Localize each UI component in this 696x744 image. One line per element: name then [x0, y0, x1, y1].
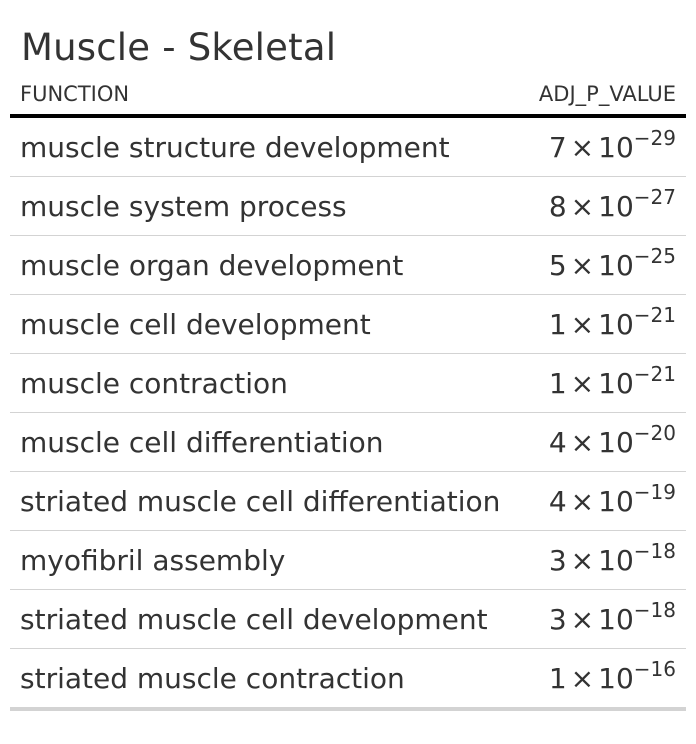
column-header-adj-p-value: ADJ_P_VALUE: [348, 74, 686, 118]
adj-p-value-cell: 1 × 10−16: [348, 648, 686, 708]
p-value-exponent: −20: [633, 420, 676, 445]
adj-p-value-cell: 7 × 10−29: [348, 116, 686, 177]
function-cell: muscle contraction: [10, 353, 348, 413]
p-value-exponent: −21: [633, 302, 676, 327]
p-value-mantissa: 1: [548, 661, 567, 695]
p-value-exponent: −19: [633, 479, 676, 504]
function-cell: muscle cell differentiation: [10, 412, 383, 472]
times-sign: ×: [570, 484, 595, 518]
function-cell: striated muscle cell differentiation: [10, 471, 500, 531]
times-sign: ×: [570, 189, 595, 223]
p-value-base: 10: [598, 248, 634, 282]
p-value-mantissa: 3: [548, 602, 567, 636]
table-row: striated muscle cell differentiation 4 × 10…: [10, 471, 686, 531]
p-value-mantissa: 4: [548, 425, 567, 459]
adj-p-value-cell: 8 × 10−27: [348, 176, 686, 236]
table-body: muscle structure development 7 × 10−29 muscl…: [10, 116, 686, 708]
p-value-exponent: −18: [633, 597, 676, 622]
p-value-base: 10: [598, 661, 634, 695]
column-header-function: FUNCTION: [10, 74, 348, 118]
p-value-exponent: −21: [633, 361, 676, 386]
p-value-base: 10: [598, 543, 634, 577]
table-row: muscle contraction 1 × 10−21: [10, 353, 686, 413]
p-value-base: 10: [598, 425, 634, 459]
function-cell: striated muscle contraction: [10, 648, 405, 708]
function-cell: muscle structure development: [10, 116, 450, 177]
adj-p-value-cell: 4 × 10−19: [348, 471, 686, 531]
p-value-mantissa: 7: [548, 130, 567, 164]
p-value-mantissa: 8: [548, 189, 567, 223]
function-cell: myofibril assembly: [10, 530, 348, 590]
p-value-exponent: −27: [633, 184, 676, 209]
adj-p-value-cell: 3 × 10−18: [348, 530, 686, 590]
p-value-mantissa: 5: [548, 248, 567, 282]
p-value-base: 10: [598, 602, 634, 636]
times-sign: ×: [570, 543, 595, 577]
results-table-container: Muscle - Skeletal FUNCTION ADJ_P_VALUE m…: [10, 0, 686, 711]
p-value-mantissa: 3: [548, 543, 567, 577]
table-title: Muscle - Skeletal: [21, 26, 337, 69]
table-row: muscle cell development 1 × 10−21: [10, 294, 686, 354]
times-sign: ×: [570, 661, 595, 695]
p-value-base: 10: [598, 366, 634, 400]
table-row: muscle structure development 7 × 10−29: [10, 116, 686, 177]
adj-p-value-cell: 5 × 10−25: [348, 235, 686, 295]
adj-p-value-cell: 1 × 10−21: [348, 353, 686, 413]
p-value-mantissa: 4: [548, 484, 567, 518]
p-value-base: 10: [598, 484, 634, 518]
times-sign: ×: [570, 130, 595, 164]
function-cell: striated muscle cell development: [10, 589, 488, 649]
function-cell: muscle cell development: [10, 294, 371, 354]
p-value-mantissa: 1: [548, 307, 567, 341]
p-value-base: 10: [598, 130, 634, 164]
p-value-base: 10: [598, 307, 634, 341]
table-header: FUNCTION ADJ_P_VALUE: [10, 74, 686, 118]
table-row: muscle system process 8 × 10−27: [10, 176, 686, 236]
table-row: myofibril assembly 3 × 10−18: [10, 530, 686, 590]
times-sign: ×: [570, 248, 595, 282]
adj-p-value-cell: 3 × 10−18: [348, 589, 686, 649]
adj-p-value-cell: 1 × 10−21: [348, 294, 686, 354]
times-sign: ×: [570, 425, 595, 459]
times-sign: ×: [570, 366, 595, 400]
p-value-base: 10: [598, 189, 634, 223]
function-cell: muscle system process: [10, 176, 348, 236]
table-row: striated muscle contraction 1 × 10−16: [10, 648, 686, 708]
p-value-exponent: −18: [633, 538, 676, 563]
times-sign: ×: [570, 602, 595, 636]
times-sign: ×: [570, 307, 595, 341]
p-value-exponent: −25: [633, 243, 676, 268]
table-row: striated muscle cell development 3 × 10−18: [10, 589, 686, 649]
results-table: FUNCTION ADJ_P_VALUE muscle structure de…: [10, 74, 686, 708]
p-value-exponent: −16: [633, 656, 676, 681]
p-value-exponent: −29: [633, 125, 676, 150]
header-row: FUNCTION ADJ_P_VALUE: [10, 74, 686, 118]
table-row: muscle organ development 5 × 10−25: [10, 235, 686, 295]
table-bottom-rule: [10, 708, 686, 711]
table-row: muscle cell differentiation 4 × 10−20: [10, 412, 686, 472]
p-value-mantissa: 1: [548, 366, 567, 400]
adj-p-value-cell: 4 × 10−20: [348, 412, 686, 472]
function-cell: muscle organ development: [10, 235, 403, 295]
